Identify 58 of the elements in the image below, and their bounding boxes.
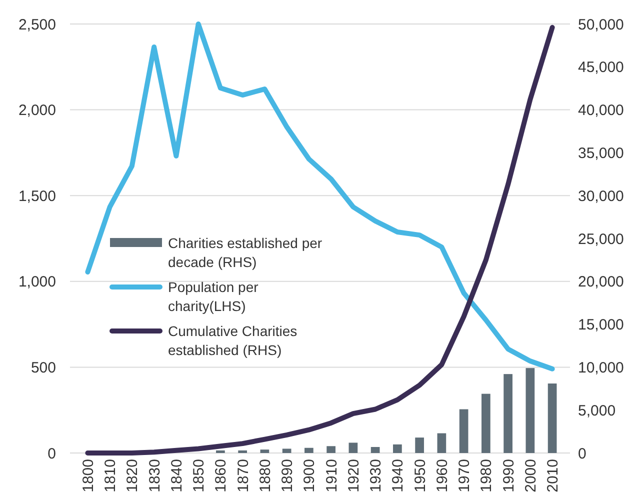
y2-tick-label: 35,000 (578, 144, 624, 162)
x-tick-label: 1910 (323, 459, 340, 492)
x-tick-label: 2010 (544, 459, 562, 492)
x-tick-label: 1880 (256, 459, 274, 492)
y2-tick-label: 10,000 (578, 359, 624, 376)
bar (260, 450, 270, 453)
legend-label: Population per charity(LHS) (168, 278, 259, 314)
y-tick-label: 1,000 (18, 274, 56, 291)
bar (526, 368, 535, 453)
x-tick-label: 1820 (124, 459, 142, 492)
x-tick-label: 2000 (522, 459, 540, 492)
x-tick-label: 1870 (234, 459, 252, 492)
y2-tick-label: 25,000 (578, 230, 624, 248)
legend-label: Cumulative Charities established (RHS) (168, 322, 298, 358)
bar (238, 450, 247, 453)
x-tick-label: 1940 (390, 459, 407, 492)
x-tick-label: 1980 (478, 459, 496, 492)
bar (393, 444, 402, 453)
y-tick-label: 2,500 (18, 16, 56, 34)
x-tick-label: 1930 (368, 459, 385, 492)
x-tick-label: 1800 (80, 459, 97, 492)
bar (459, 409, 468, 453)
y2-tick-label: 30,000 (578, 188, 624, 205)
y-tick-label: 500 (30, 359, 56, 376)
x-tick-label: 1830 (146, 459, 164, 492)
y2-tick-label: 20,000 (578, 274, 624, 291)
y2-tick-label: 40,000 (578, 102, 624, 120)
bar (415, 438, 424, 453)
y2-tick-label: 50,000 (578, 16, 624, 34)
bar (348, 442, 358, 453)
bar (504, 374, 512, 453)
bar (282, 448, 292, 453)
y2-tick-label: 0 (578, 445, 586, 462)
x-tick-label: 1990 (500, 459, 518, 492)
bar (437, 433, 446, 453)
y-tick-label: 1,500 (18, 188, 56, 205)
x-tick-label: 1810 (102, 459, 120, 492)
x-tick-label: 1850 (190, 459, 208, 492)
y2-tick-label: 15,000 (578, 316, 624, 334)
x-tick-label: 1960 (434, 459, 451, 492)
x-tick-label: 1840 (168, 459, 186, 492)
x-tick-label: 1950 (412, 459, 429, 492)
y-tick-label: 0 (48, 445, 56, 462)
bar (370, 446, 380, 453)
y2-tick-label: 45,000 (578, 59, 624, 76)
x-tick-label: 1860 (212, 459, 230, 492)
bar (216, 450, 225, 453)
y2-tick-label: 5,000 (578, 402, 616, 420)
x-tick-label: 1890 (279, 459, 296, 492)
x-tick-label: 1900 (301, 459, 318, 492)
bar (304, 448, 314, 453)
x-tick-label: 1920 (345, 459, 362, 492)
legend-label: Charities established per decade (RHS) (168, 234, 322, 270)
bar (326, 446, 336, 453)
y-tick-label: 2,000 (18, 102, 56, 120)
x-tick-label: 1970 (456, 459, 474, 492)
bar (482, 394, 490, 453)
bar (548, 384, 557, 453)
